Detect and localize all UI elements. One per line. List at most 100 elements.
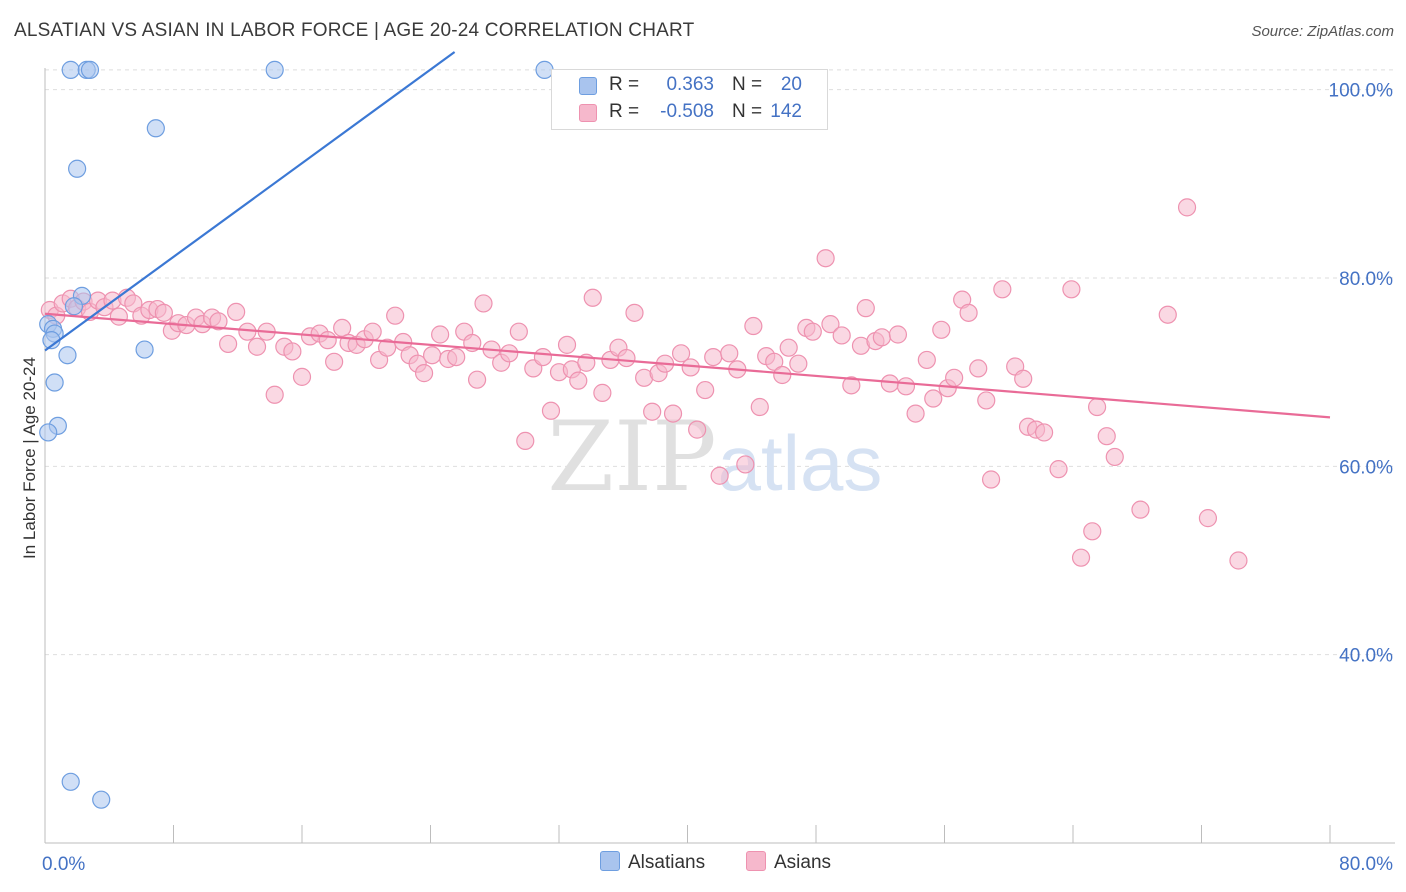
asian-point-48 bbox=[414, 364, 434, 383]
asian-point-126 bbox=[1034, 423, 1054, 442]
asian-point-36 bbox=[325, 352, 344, 371]
y-tick-label-60: 60.0% bbox=[1339, 457, 1393, 478]
alsatian-point-2 bbox=[80, 60, 100, 79]
asian-point-70 bbox=[583, 288, 602, 307]
alsatian-point-17 bbox=[39, 423, 58, 442]
alsatian-point-3 bbox=[265, 60, 284, 79]
asian-point-27 bbox=[247, 337, 267, 356]
source-label: Source: ZipAtlas.com bbox=[1251, 23, 1394, 40]
y-tick-label-100: 100.0% bbox=[1329, 81, 1394, 102]
asian-point-110 bbox=[906, 404, 925, 423]
trendlines bbox=[44, 51, 1331, 419]
asian-point-68 bbox=[569, 371, 588, 390]
asian-point-49 bbox=[423, 346, 442, 365]
legend-row-alsatians: R = 0.363 N = 20 bbox=[552, 74, 827, 98]
asian-point-108 bbox=[888, 325, 908, 344]
alsatian-point-6 bbox=[68, 159, 87, 178]
asian-point-100 bbox=[821, 315, 840, 334]
asian-legend-swatch bbox=[746, 851, 766, 871]
asian-point-118 bbox=[969, 359, 988, 378]
asian-point-16 bbox=[154, 303, 173, 322]
asian-point-37 bbox=[333, 318, 352, 338]
asian-point-109 bbox=[896, 377, 916, 396]
asian-point-136 bbox=[1177, 198, 1197, 217]
asian-point-95 bbox=[779, 338, 798, 357]
asian-point-85 bbox=[704, 348, 723, 367]
alsatian-point-8 bbox=[64, 297, 84, 316]
asian-point-134 bbox=[1131, 500, 1150, 519]
asian-point-119 bbox=[977, 391, 996, 410]
asian-point-83 bbox=[688, 420, 707, 439]
legend-item-asians[interactable]: Asians bbox=[746, 851, 831, 874]
asian-point-101 bbox=[832, 326, 851, 345]
n-value: 142 bbox=[770, 101, 802, 122]
r-value: 0.363 bbox=[666, 74, 714, 95]
asian-point-82 bbox=[681, 358, 700, 377]
asian-point-131 bbox=[1087, 397, 1107, 417]
asian-point-115 bbox=[945, 368, 964, 387]
r-label: R = bbox=[609, 101, 640, 122]
asian-point-60 bbox=[509, 322, 528, 341]
legend-item-alsatians[interactable]: Alsatians bbox=[600, 851, 705, 874]
axes bbox=[44, 68, 1395, 844]
asian-legend-label: Asians bbox=[774, 852, 832, 873]
asian-point-94 bbox=[773, 365, 792, 385]
asian-trendline bbox=[44, 312, 1331, 419]
watermark-zip: ZIP bbox=[547, 401, 716, 513]
alsatian-point-0 bbox=[61, 60, 80, 79]
asian-point-123 bbox=[1014, 369, 1033, 388]
asian-point-90 bbox=[744, 316, 763, 336]
asian-point-117 bbox=[959, 303, 978, 322]
tick-labels: 40.0% 60.0% 80.0% 100.0% 0.0% 80.0% bbox=[42, 81, 1393, 875]
correlation-legend: R = 0.363 N = 20 R = -0.508 N = 142 bbox=[551, 69, 828, 130]
asian-point-80 bbox=[663, 404, 683, 423]
r-value: -0.508 bbox=[660, 101, 714, 122]
asian-point-81 bbox=[671, 344, 691, 363]
asian-point-130 bbox=[1083, 522, 1102, 541]
asian-point-132 bbox=[1097, 427, 1116, 446]
asian-point-23 bbox=[209, 312, 228, 331]
x-tick-label-max: 80.0% bbox=[1339, 854, 1393, 875]
asian-point-71 bbox=[593, 383, 612, 402]
asian-point-35 bbox=[318, 331, 337, 350]
asian-point-96 bbox=[789, 354, 808, 373]
alsatian-series bbox=[39, 60, 554, 809]
asian-point-93 bbox=[765, 352, 784, 371]
asian-point-128 bbox=[1062, 280, 1081, 299]
asian-point-106 bbox=[872, 328, 891, 347]
asian-point-44 bbox=[386, 306, 405, 325]
alsatian-point-15 bbox=[45, 373, 64, 392]
asian-point-50 bbox=[431, 325, 450, 344]
asian-point-104 bbox=[856, 299, 875, 318]
alsatian-legend-swatch bbox=[600, 851, 620, 871]
asian-point-56 bbox=[474, 294, 493, 313]
asian-point-133 bbox=[1105, 447, 1124, 467]
asian-point-61 bbox=[516, 431, 535, 451]
asian-point-24 bbox=[219, 334, 238, 354]
asian-point-99 bbox=[816, 249, 835, 268]
asian-point-111 bbox=[917, 350, 936, 370]
alsatian-point-14 bbox=[58, 346, 77, 365]
asian-point-52 bbox=[447, 348, 466, 367]
asian-point-43 bbox=[378, 338, 397, 357]
asian-point-135 bbox=[1158, 305, 1177, 324]
asian-point-86 bbox=[710, 466, 729, 485]
asian-point-138 bbox=[1229, 551, 1248, 570]
alsatian-point-19 bbox=[92, 790, 111, 809]
alsatian-swatch bbox=[579, 77, 597, 95]
asian-point-89 bbox=[736, 455, 755, 474]
legend-row-asians: R = -0.508 N = 142 bbox=[552, 101, 827, 125]
y-tick-label-80: 80.0% bbox=[1339, 269, 1393, 290]
asian-point-102 bbox=[842, 376, 861, 395]
alsatian-legend-label: Alsatians bbox=[628, 852, 706, 873]
asian-swatch bbox=[579, 104, 597, 122]
n-value: 20 bbox=[780, 74, 802, 95]
asian-point-75 bbox=[625, 303, 644, 322]
n-label: N = bbox=[732, 101, 763, 122]
asian-point-127 bbox=[1049, 460, 1068, 479]
asian-point-25 bbox=[227, 302, 246, 321]
asian-point-66 bbox=[557, 335, 577, 354]
asian-point-77 bbox=[643, 402, 662, 421]
asian-point-91 bbox=[750, 397, 769, 417]
